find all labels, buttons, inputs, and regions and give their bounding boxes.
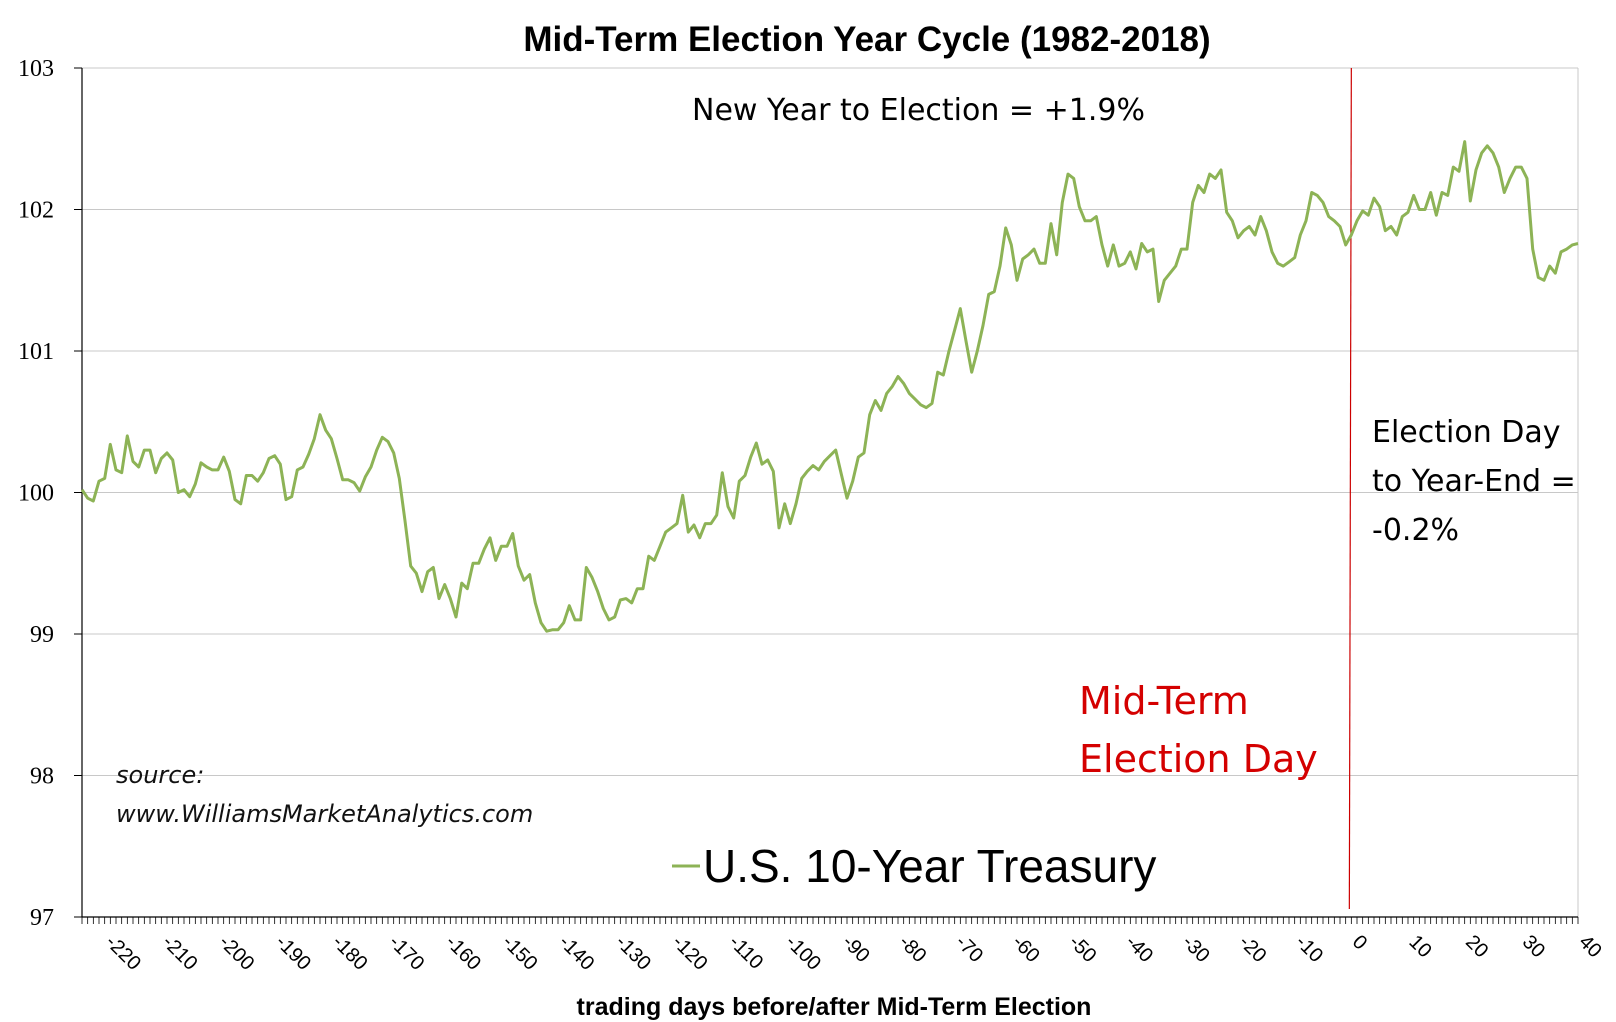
y-tick-label: 98: [30, 764, 54, 790]
annotation-election-day-2: Election Day: [1079, 737, 1318, 781]
annotation-election-to-year-end-1: Election Day: [1372, 415, 1560, 450]
y-tick-label: 101: [18, 339, 54, 365]
election-day-line: [1348, 67, 1352, 910]
annotation-election-to-year-end-2: to Year-End =: [1372, 464, 1576, 499]
source-url: www.WilliamsMarketAnalytics.com: [116, 800, 533, 828]
annotation-election-day-1: Mid-Term: [1079, 679, 1249, 723]
series-line-us-10-year-treasury: [80, 140, 1579, 633]
axes: [74, 67, 1579, 924]
y-tick-label: 103: [18, 56, 54, 82]
y-tick-label: 102: [18, 198, 54, 224]
y-tick-labels: 103 102 101 100 99 98 97: [18, 56, 54, 931]
y-tick-label: 97: [30, 905, 54, 931]
annotation-election-to-year-end-3: -0.2%: [1372, 513, 1459, 548]
source-label: source:: [116, 761, 204, 789]
y-tick-label: 99: [30, 622, 54, 648]
x-axis-label: trading days before/after Mid-Term Elect…: [577, 993, 1092, 1021]
series-group: [80, 67, 1579, 910]
y-tick-label: 100: [18, 481, 54, 507]
legend-label: U.S. 10-Year Treasury: [703, 840, 1156, 892]
annotation-new-year-to-election: New Year to Election = +1.9%: [692, 93, 1145, 128]
chart-title: Mid-Term Election Year Cycle (1982-2018): [523, 20, 1210, 59]
